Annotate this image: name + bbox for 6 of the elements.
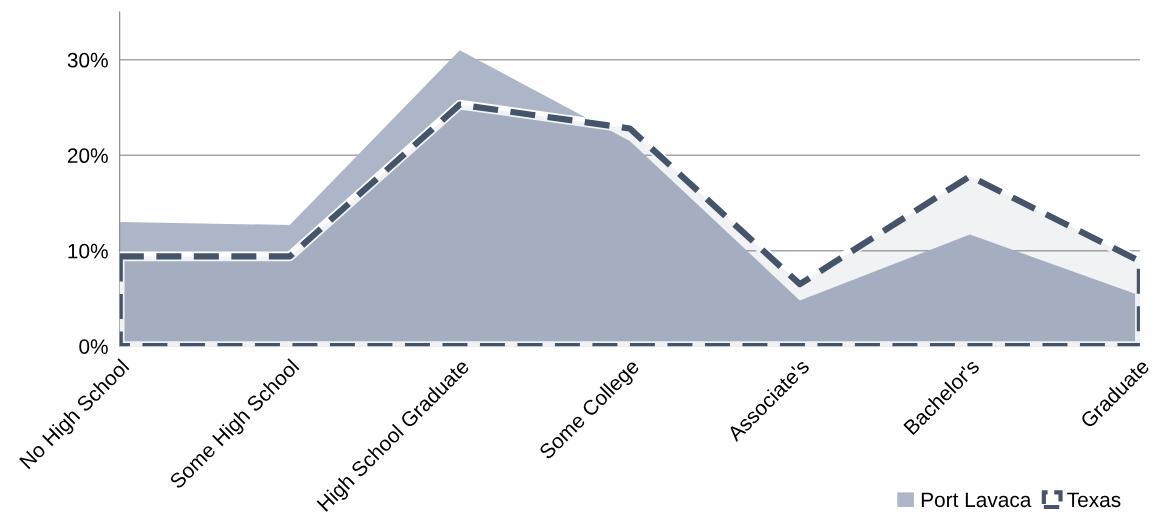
legend-label: Texas <box>1067 492 1121 508</box>
y-tick-label: 20% <box>67 148 108 164</box>
y-tick-label: 0% <box>79 339 108 354</box>
y-tick-label: 30% <box>67 52 108 68</box>
legend-label: Port Lavaca <box>921 492 1032 508</box>
y-tick-label: 10% <box>68 243 108 259</box>
